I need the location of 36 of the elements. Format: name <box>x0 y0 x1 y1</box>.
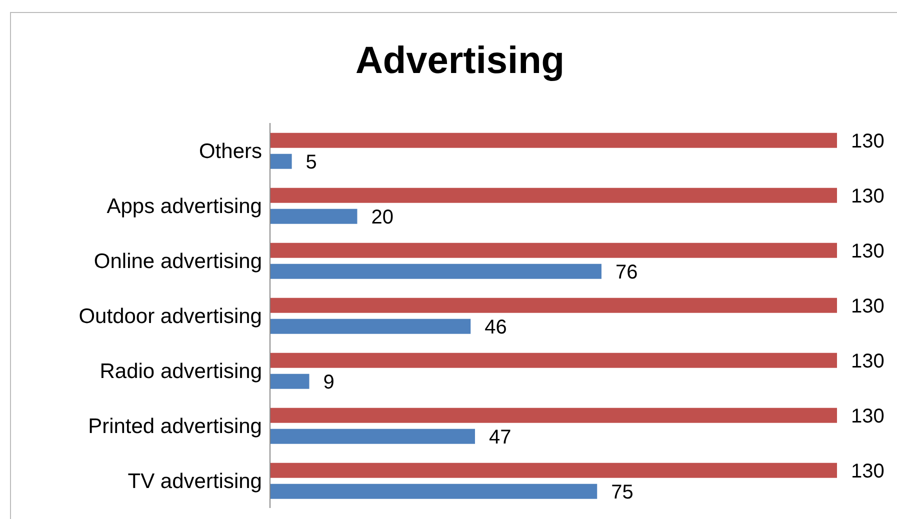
data-label: 130 <box>851 296 884 318</box>
y-tick-label: Outdoor advertising <box>78 304 262 328</box>
data-label: 130 <box>851 406 884 428</box>
bar <box>270 188 837 203</box>
bar <box>270 242 837 258</box>
y-tick-label: Radio advertising <box>100 360 262 383</box>
bar <box>270 298 837 313</box>
bar <box>270 208 358 224</box>
bar <box>270 264 602 279</box>
data-label: 20 <box>371 206 394 228</box>
chart-title: Advertising <box>354 40 566 83</box>
data-label: 130 <box>851 240 884 262</box>
y-tick-label: Online advertising <box>94 250 262 273</box>
bar <box>270 408 837 423</box>
data-label: 5 <box>306 152 317 174</box>
y-tick-label: Others <box>198 140 262 163</box>
y-tick-label: Apps advertising <box>106 194 262 218</box>
bar <box>270 352 837 368</box>
bar <box>270 132 837 148</box>
data-label: 75 <box>611 482 634 504</box>
bar <box>270 154 292 169</box>
data-label: 9 <box>323 372 334 394</box>
bar <box>270 318 471 334</box>
data-label: 130 <box>851 350 884 372</box>
data-label: 46 <box>484 316 507 338</box>
data-label: 47 <box>488 426 512 448</box>
data-label: 76 <box>615 262 638 284</box>
y-tick-label: TV advertising <box>128 470 262 493</box>
bar <box>270 462 837 478</box>
data-label: 130 <box>851 186 884 208</box>
bar <box>270 484 598 499</box>
data-label: 130 <box>851 130 884 152</box>
y-tick-label: Printed advertising <box>88 414 262 438</box>
bar <box>270 428 475 444</box>
bar <box>270 374 310 389</box>
data-label: 130 <box>851 460 884 482</box>
